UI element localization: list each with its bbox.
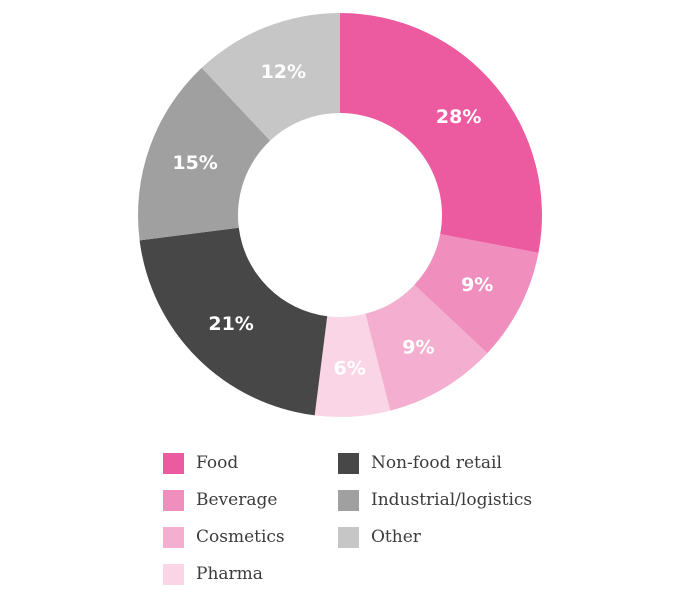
legend-swatch [163,563,184,585]
legend-swatch [338,526,359,548]
legend-label: Other [371,527,421,547]
slice-labels: 28% 9% 9% 6% 21% 15% 12% [172,61,493,380]
donut-chart: 28% 9% 9% 6% 21% 15% 12% [138,13,542,417]
legend-swatch [338,489,359,511]
legend-label: Pharma [196,564,263,584]
slice-label-cosmetics: 9% [402,337,434,359]
legend-swatch [163,489,184,511]
slice-label-pharma: 6% [334,358,366,380]
slice-industrial-logistics [138,67,271,241]
legend-item-other: Other [338,522,583,552]
legend-label: Food [196,453,239,473]
legend-item-pharma: Pharma [163,559,338,589]
slice-pharma [314,313,391,417]
slice-non-food-retail [139,227,328,416]
legend-item-food: Food [163,448,338,478]
donut-slices [138,13,542,417]
legend-label: Industrial/logistics [371,490,533,510]
legend-item-industrial-logistics: Industrial/logistics [338,485,583,515]
legend-label: Cosmetics [196,527,285,547]
slice-food [340,13,542,253]
slice-label-food: 28% [436,106,481,128]
legend-item-beverage: Beverage [163,485,338,515]
legend-swatch [163,452,184,474]
legend-label: Non-food retail [371,453,502,473]
slice-label-industrial-logistics: 15% [172,152,217,174]
legend-item-non-food-retail: Non-food retail [338,448,583,478]
slice-beverage [414,234,539,354]
slice-label-beverage: 9% [461,274,493,296]
legend-swatch [163,526,184,548]
slice-label-non-food-retail: 21% [208,313,253,335]
legend-swatch [338,452,359,474]
slice-cosmetics [365,284,488,411]
legend-label: Beverage [196,490,278,510]
slice-label-other: 12% [261,61,306,83]
legend-item-cosmetics: Cosmetics [163,522,338,552]
slice-other [201,13,340,141]
chart-legend: Food Beverage Cosmetics Pharma Non-food reta… [163,448,583,596]
